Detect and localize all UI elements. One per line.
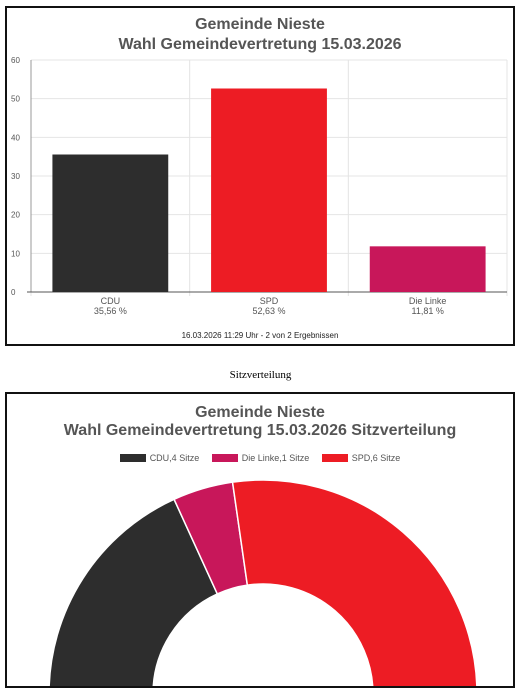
bar-die-linke[interactable]: [369, 246, 486, 292]
value-label: 35,56 %: [94, 306, 127, 316]
value-label: 11,81 %: [411, 306, 443, 316]
y-tick-label: 10: [11, 249, 20, 258]
bar-spd[interactable]: [211, 88, 327, 292]
legend-label-cdu: CDU,4 Sitze: [149, 452, 200, 463]
vote-share-panel: Gemeinde Nieste Wahl Gemeindevertretung …: [5, 6, 515, 346]
seat-chart: [48, 479, 478, 686]
bar-chart-title-line1: Gemeinde Nieste: [195, 16, 325, 33]
result-footer: 16.03.2026 11:29 Uhr - 2 von 2 Ergebniss…: [182, 331, 339, 340]
value-label: 52,63 %: [252, 306, 285, 316]
y-tick-label: 20: [11, 211, 20, 220]
seat-legend: CDU,4 Sitze Die Linke,1 Sitze SPD,6 Sitz…: [7, 452, 513, 463]
legend-label-die-linke: Die Linke,1 Sitze: [241, 452, 310, 463]
category-label: CDU: [101, 296, 121, 306]
y-tick-label: 30: [11, 172, 20, 181]
legend-swatch-cdu: [119, 454, 146, 463]
seat-slice-cdu[interactable]: [48, 498, 219, 686]
category-label: Die Linke: [409, 296, 447, 306]
legend-item-cdu[interactable]: CDU,4 Sitze: [119, 452, 200, 463]
category-label: SPD: [260, 296, 279, 306]
bar-chart-title-line2: Wahl Gemeindevertretung 15.03.2026: [118, 36, 402, 53]
y-tick-label: 40: [11, 133, 20, 142]
seat-slice-spd[interactable]: [231, 479, 478, 686]
legend-swatch-die-linke: [211, 454, 238, 463]
legend-swatch-spd: [321, 454, 348, 463]
section-caption: Sitzverteilung: [229, 369, 292, 381]
bar-cdu[interactable]: [52, 154, 169, 292]
legend-item-die-linke[interactable]: Die Linke,1 Sitze: [211, 452, 310, 463]
seat-distribution-panel: Gemeinde Nieste Wahl Gemeindevertretung …: [5, 392, 515, 688]
y-tick-label: 50: [11, 95, 20, 104]
legend-item-spd[interactable]: SPD,6 Sitze: [321, 452, 401, 463]
legend-label-spd: SPD,6 Sitze: [351, 452, 401, 463]
seat-chart-title-line1: Gemeinde Nieste: [195, 404, 325, 421]
seat-chart-title-line2: Wahl Gemeindevertretung 15.03.2026 Sitzv…: [63, 422, 457, 439]
y-tick-label: 60: [11, 56, 20, 65]
y-tick-label: 0: [11, 288, 16, 297]
